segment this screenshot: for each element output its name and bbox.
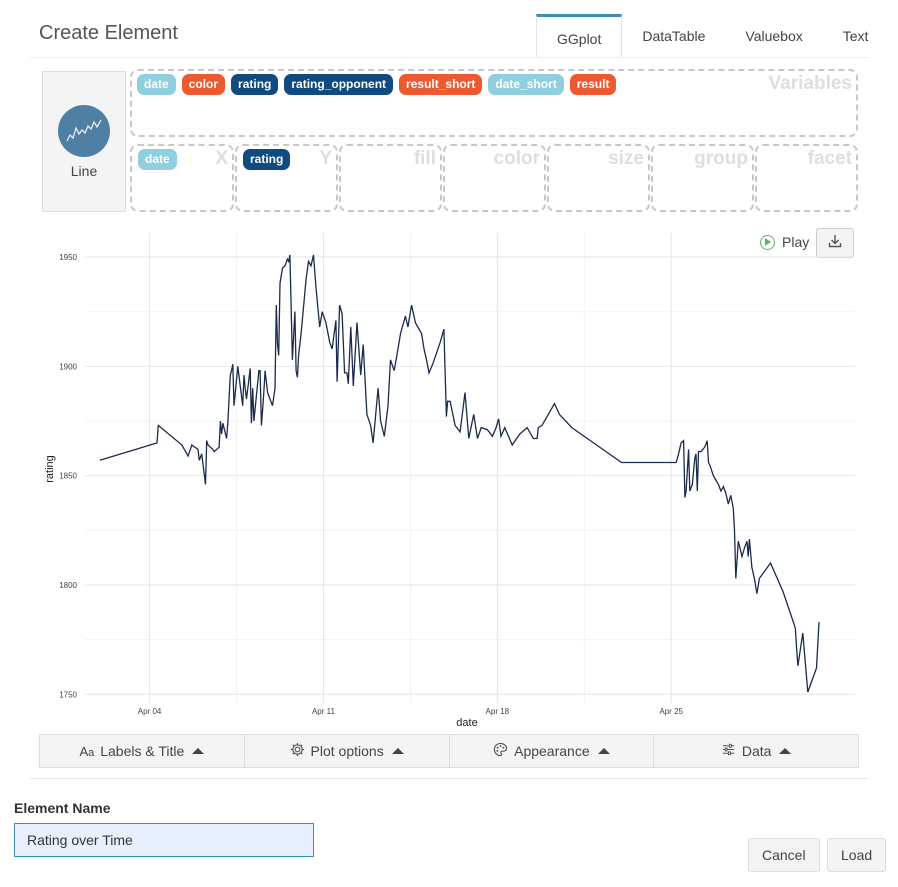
y-tick-label: 1800 xyxy=(59,581,77,590)
aes-size-zone[interactable]: size xyxy=(547,144,650,212)
play-button[interactable]: Play xyxy=(760,234,809,250)
element-name-input[interactable] xyxy=(14,823,314,857)
y-tick-label: 1900 xyxy=(59,362,77,371)
variable-result[interactable]: result xyxy=(569,74,617,95)
data-label: Data xyxy=(741,743,772,759)
series-line-rating xyxy=(99,254,820,693)
aes-x-value[interactable]: date xyxy=(138,149,177,170)
caret-up-icon xyxy=(192,748,205,754)
variable-date[interactable]: date xyxy=(137,74,176,95)
aes-group-label: group xyxy=(694,148,748,169)
aes-color-label: color xyxy=(493,148,540,169)
appearance-label: Appearance xyxy=(514,743,590,759)
variable-date-short[interactable]: date_short xyxy=(488,74,564,95)
x-tick-label: Apr 25 xyxy=(659,707,683,716)
footer-divider xyxy=(30,778,868,779)
cancel-button[interactable]: Cancel xyxy=(748,838,820,872)
x-tick-label: Apr 18 xyxy=(486,707,510,716)
aes-facet-label: facet xyxy=(807,148,852,169)
play-label: Play xyxy=(782,234,810,250)
text-size-icon: Aa xyxy=(79,743,95,759)
aes-y-value[interactable]: rating xyxy=(243,149,291,170)
plot-options-button[interactable]: Plot options xyxy=(244,734,450,768)
x-axis-label: date xyxy=(456,717,477,729)
y-tick-label: 1850 xyxy=(59,472,77,481)
chart-type-label: Line xyxy=(70,162,98,179)
chart-type-selector[interactable]: Line xyxy=(42,71,126,212)
variable-result-short[interactable]: result_short xyxy=(399,74,483,95)
labels-title-button[interactable]: Aa Labels & Title xyxy=(39,734,245,768)
variables-zone[interactable]: date color rating rating_opponent result… xyxy=(130,69,858,137)
play-icon xyxy=(760,234,775,250)
x-tick-label: Apr 11 xyxy=(312,707,336,716)
aes-x-label: X xyxy=(215,148,228,169)
y-axis-label: rating xyxy=(44,455,56,483)
x-tick-label: Apr 04 xyxy=(138,707,162,716)
aes-group-zone[interactable]: group xyxy=(651,144,754,212)
aes-y-label: Y xyxy=(319,148,332,169)
aes-facet-zone[interactable]: facet xyxy=(755,144,858,212)
aes-fill-label: fill xyxy=(413,148,436,169)
aes-fill-zone[interactable]: fill xyxy=(339,144,442,212)
data-button[interactable]: Data xyxy=(654,734,859,768)
plot-options-label: Plot options xyxy=(310,743,384,759)
options-toolbar: Aa Labels & Title Plot options Appearanc… xyxy=(39,734,859,768)
aes-x-zone[interactable]: date X xyxy=(130,144,234,212)
variables-list: date color rating rating_opponent result… xyxy=(137,74,622,95)
header-divider xyxy=(30,57,868,58)
download-icon xyxy=(828,234,842,253)
element-name-label: Element Name xyxy=(14,800,111,816)
tab-ggplot[interactable]: GGplot xyxy=(536,14,623,58)
tab-datatable[interactable]: DataTable xyxy=(642,28,706,44)
gear-icon xyxy=(290,742,305,760)
load-button[interactable]: Load xyxy=(827,838,887,872)
aes-size-label: size xyxy=(608,148,644,169)
page-title: Create Element xyxy=(39,22,178,44)
element-type-tabs: GGplot DataTable Valuebox Text xyxy=(536,14,888,58)
caret-up-icon xyxy=(391,748,404,754)
variable-rating[interactable]: rating xyxy=(231,74,279,95)
caret-up-icon xyxy=(597,748,610,754)
sliders-icon xyxy=(721,742,736,760)
appearance-button[interactable]: Appearance xyxy=(449,734,655,768)
y-tick-label: 1750 xyxy=(59,690,77,699)
line-chart-icon xyxy=(58,104,110,157)
caret-up-icon xyxy=(779,748,792,754)
rating-line-chart: 1750 1800 1850 1900 1950 Apr 04 Apr 11 Apr 18 Ap… xyxy=(44,233,855,729)
aes-y-zone[interactable]: rating Y xyxy=(235,144,338,212)
variable-color[interactable]: color xyxy=(181,74,226,95)
aes-color-zone[interactable]: color xyxy=(443,144,546,212)
tab-valuebox[interactable]: Valuebox xyxy=(745,28,803,44)
variables-zone-label: Variables xyxy=(768,73,852,94)
palette-icon xyxy=(493,742,508,760)
y-tick-label: 1950 xyxy=(59,253,77,262)
variable-rating-opponent[interactable]: rating_opponent xyxy=(284,74,394,95)
tab-text[interactable]: Text xyxy=(842,28,869,44)
labels-title-label: Labels & Title xyxy=(100,743,185,759)
